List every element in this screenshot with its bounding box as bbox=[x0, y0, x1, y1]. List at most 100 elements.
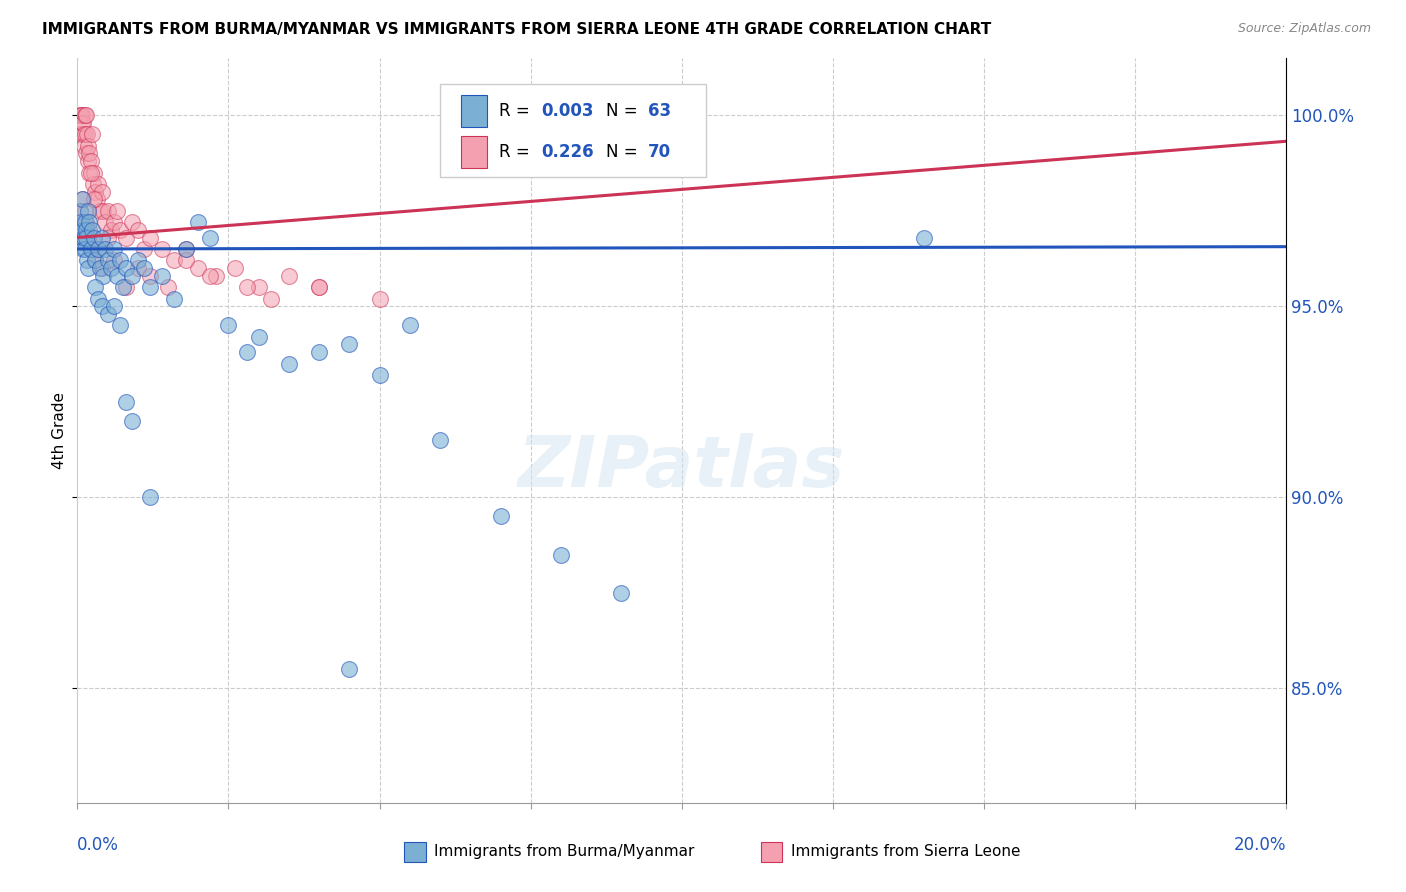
Point bbox=[111, 280, 134, 294]
Point bbox=[80, 128, 103, 142]
Bar bbox=[461, 95, 488, 127]
Bar bbox=[761, 841, 782, 863]
Point bbox=[103, 242, 125, 256]
Point bbox=[83, 165, 105, 179]
Point bbox=[91, 268, 114, 283]
Point bbox=[87, 292, 110, 306]
Text: 63: 63 bbox=[648, 102, 671, 120]
Point bbox=[77, 230, 100, 244]
Point bbox=[73, 108, 96, 122]
Point bbox=[75, 242, 97, 256]
Point bbox=[103, 299, 125, 313]
Point bbox=[247, 280, 270, 294]
Point bbox=[84, 280, 107, 294]
Point bbox=[339, 337, 360, 351]
Point bbox=[79, 215, 101, 229]
Point bbox=[114, 261, 136, 276]
Point bbox=[70, 108, 93, 122]
Point bbox=[103, 215, 125, 229]
Text: R =: R = bbox=[499, 102, 536, 120]
Point bbox=[84, 185, 107, 199]
Point bbox=[368, 292, 391, 306]
Point bbox=[72, 223, 94, 237]
Point bbox=[89, 203, 111, 218]
Point bbox=[139, 490, 162, 504]
Point bbox=[82, 242, 104, 256]
Point bbox=[157, 280, 180, 294]
Point bbox=[93, 215, 115, 229]
Point bbox=[89, 261, 111, 276]
Point bbox=[79, 242, 101, 256]
Point bbox=[224, 261, 246, 276]
Point bbox=[77, 261, 100, 276]
Point bbox=[70, 230, 93, 244]
Point bbox=[69, 128, 91, 142]
Point bbox=[200, 268, 222, 283]
Point bbox=[247, 330, 270, 344]
Point bbox=[114, 394, 136, 409]
Point bbox=[489, 509, 512, 524]
Point bbox=[218, 318, 240, 333]
Point bbox=[84, 253, 107, 268]
Point bbox=[75, 108, 97, 122]
Text: Immigrants from Burma/Myanmar: Immigrants from Burma/Myanmar bbox=[434, 844, 695, 859]
Point bbox=[100, 223, 122, 237]
Point bbox=[70, 116, 93, 130]
Point bbox=[90, 185, 112, 199]
Point bbox=[108, 318, 131, 333]
Point bbox=[75, 215, 97, 229]
Text: 70: 70 bbox=[648, 143, 671, 161]
Point bbox=[368, 368, 391, 382]
Text: N =: N = bbox=[606, 143, 643, 161]
Point bbox=[75, 146, 97, 161]
Point bbox=[121, 268, 143, 283]
Point bbox=[96, 307, 118, 321]
Point bbox=[121, 215, 143, 229]
Point bbox=[200, 230, 222, 244]
Point bbox=[108, 223, 131, 237]
Point bbox=[114, 280, 136, 294]
Point bbox=[82, 177, 104, 191]
Point bbox=[278, 268, 301, 283]
Point bbox=[72, 128, 94, 142]
Bar bbox=[404, 841, 426, 863]
Point bbox=[205, 268, 228, 283]
Point bbox=[70, 108, 93, 122]
Point bbox=[79, 154, 101, 169]
Point bbox=[96, 253, 118, 268]
Point bbox=[87, 177, 110, 191]
Point bbox=[139, 230, 162, 244]
Point bbox=[100, 261, 122, 276]
Point bbox=[308, 280, 330, 294]
Point bbox=[235, 345, 257, 359]
Point bbox=[610, 585, 633, 599]
Text: N =: N = bbox=[606, 102, 643, 120]
Point bbox=[105, 203, 128, 218]
Point bbox=[105, 268, 128, 283]
Point bbox=[127, 261, 149, 276]
Point bbox=[90, 261, 112, 276]
Point bbox=[75, 128, 97, 142]
Point bbox=[260, 292, 283, 306]
Point bbox=[72, 242, 94, 256]
Text: ZIPatlas: ZIPatlas bbox=[519, 434, 845, 502]
Point bbox=[77, 165, 100, 179]
Point bbox=[96, 203, 118, 218]
Point bbox=[79, 165, 101, 179]
Point bbox=[79, 146, 101, 161]
Point bbox=[83, 192, 105, 206]
Point bbox=[399, 318, 422, 333]
Point bbox=[69, 203, 91, 218]
Y-axis label: 4th Grade: 4th Grade bbox=[52, 392, 66, 469]
Point bbox=[429, 433, 451, 447]
Point bbox=[73, 203, 96, 218]
Point bbox=[76, 128, 98, 142]
Point bbox=[79, 223, 101, 237]
Text: 0.0%: 0.0% bbox=[77, 837, 120, 855]
Point bbox=[91, 203, 114, 218]
Point bbox=[76, 253, 98, 268]
Text: 0.226: 0.226 bbox=[541, 143, 595, 161]
Point bbox=[150, 268, 173, 283]
Point bbox=[84, 253, 107, 268]
Point bbox=[83, 230, 105, 244]
